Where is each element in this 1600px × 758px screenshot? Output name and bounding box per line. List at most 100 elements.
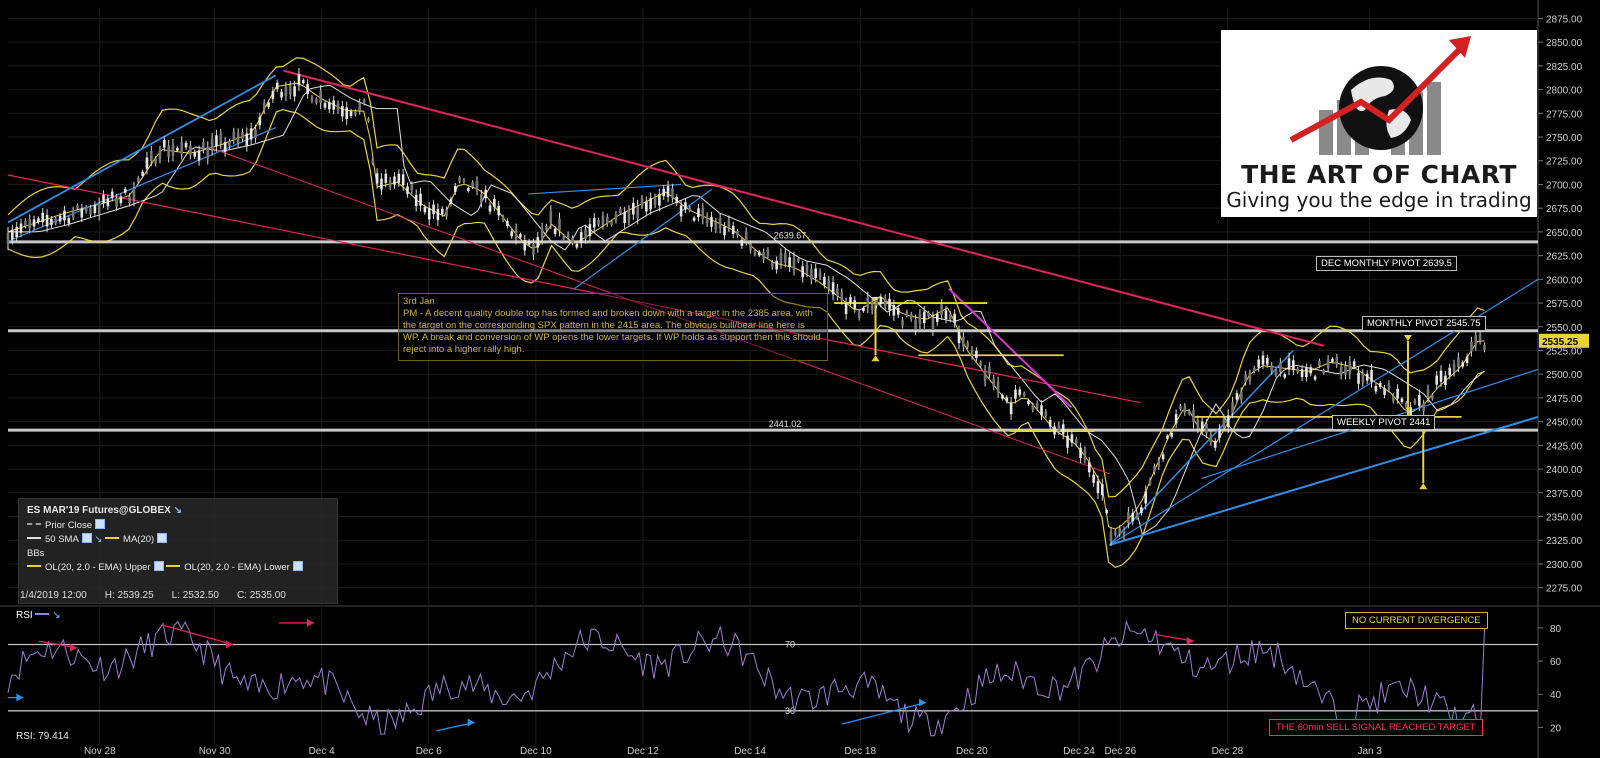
x-tick-label: Dec 6 xyxy=(416,746,443,757)
candle-body xyxy=(1452,363,1456,373)
candle-body xyxy=(315,99,318,103)
candle-body xyxy=(553,228,557,235)
candle-body xyxy=(992,378,996,387)
legend-prior-close[interactable]: Prior Close xyxy=(27,519,329,533)
sma50-line xyxy=(8,84,1485,536)
candle-body xyxy=(210,138,214,150)
candle-body xyxy=(905,311,909,316)
candle-body xyxy=(1166,435,1169,439)
candle-body xyxy=(1022,393,1026,396)
candle-body xyxy=(1439,370,1443,382)
trendline-blue xyxy=(7,74,277,224)
candle-body xyxy=(445,209,448,217)
y-tick-label: 2800.00 xyxy=(1546,86,1583,97)
expand-arrow-icon: ↘ xyxy=(94,534,103,545)
candle-body xyxy=(275,82,279,90)
candle-body xyxy=(1292,360,1295,371)
candle-body xyxy=(197,150,201,161)
candle-body xyxy=(1461,362,1465,367)
candle-body xyxy=(371,159,375,164)
y-tick-label: 2275.00 xyxy=(1546,584,1583,595)
candle-body xyxy=(128,196,131,204)
y-tick-label: 2725.00 xyxy=(1546,157,1583,168)
candle-body xyxy=(875,300,878,306)
x-tick-label: Dec 14 xyxy=(734,746,766,757)
candle-body xyxy=(1122,529,1126,537)
candle-body xyxy=(1326,359,1330,369)
candle-body xyxy=(766,249,770,256)
candle-body xyxy=(145,157,149,169)
prior-close-checkbox[interactable] xyxy=(95,519,105,529)
legend-sma[interactable]: 50 SMA ↘ MA(20) xyxy=(27,533,329,547)
candle-body xyxy=(219,133,223,144)
candle-body xyxy=(1127,512,1130,524)
y-tick-label: 2450.00 xyxy=(1546,418,1583,429)
candle-body xyxy=(892,304,896,316)
candle-body xyxy=(1031,404,1035,410)
candle-body xyxy=(414,194,418,207)
candle-body xyxy=(288,85,292,95)
candle-body xyxy=(940,304,943,315)
candle-body xyxy=(132,187,136,201)
candle-body xyxy=(223,142,227,152)
legend-bands[interactable]: OL(20, 2.0 - EMA) Upper OL(20, 2.0 - EMA… xyxy=(27,561,329,575)
ma-checkbox[interactable] xyxy=(157,533,168,543)
candle-body xyxy=(388,180,392,187)
candle-body xyxy=(970,349,974,357)
candle-body xyxy=(1361,373,1365,383)
candle-body xyxy=(601,216,605,225)
candle-body xyxy=(1305,368,1308,378)
candle-body xyxy=(228,141,231,147)
candle-body xyxy=(784,253,787,263)
candle-body xyxy=(627,210,631,221)
candle-body xyxy=(584,229,587,239)
current-price-label: 2535.25 xyxy=(1542,337,1579,348)
candle-body xyxy=(89,207,92,215)
y-tick-label: 2400.00 xyxy=(1546,465,1583,476)
candle-body xyxy=(614,214,618,221)
candle-body xyxy=(658,194,661,206)
candle-body xyxy=(818,271,822,278)
upper-band-checkbox[interactable] xyxy=(153,561,164,571)
candle-body xyxy=(423,207,427,213)
candle-body xyxy=(123,188,127,193)
y-tick-label: 2475.00 xyxy=(1546,394,1583,405)
chart-legend[interactable]: ES MAR'19 Futures@GLOBEX ↘ Prior Close 5… xyxy=(18,498,338,604)
candle-body xyxy=(727,219,731,228)
arrowhead xyxy=(871,297,880,304)
candle-body xyxy=(931,317,935,330)
candle-body xyxy=(1444,375,1447,385)
rsi-title[interactable]: RSI ↘ xyxy=(16,610,61,621)
candle-body xyxy=(523,240,527,251)
analysis-note: 3rd Jan PM - A decent quality double top… xyxy=(398,293,828,361)
candle-body xyxy=(110,191,114,199)
candle-body xyxy=(849,297,852,303)
candle-body xyxy=(1148,479,1152,484)
sma-checkbox[interactable] xyxy=(81,533,92,543)
candle-body xyxy=(245,133,249,146)
candle-body xyxy=(675,197,679,204)
candle-body xyxy=(1109,531,1113,542)
candle-body xyxy=(332,100,335,110)
y-tick-label: 2875.00 xyxy=(1546,14,1583,25)
candle-body xyxy=(1483,344,1486,350)
candle-body xyxy=(1087,462,1091,473)
legend-title: ES MAR'19 Futures@GLOBEX ↘ xyxy=(27,505,182,516)
candle-body xyxy=(914,319,917,330)
lower-band-checkbox[interactable] xyxy=(292,561,303,571)
candle-body xyxy=(510,231,514,237)
rsi-divergence-red xyxy=(160,623,234,646)
candle-body xyxy=(284,86,288,97)
candle-body xyxy=(1270,365,1273,372)
candle-body xyxy=(167,145,170,157)
candle-body xyxy=(988,366,991,375)
candles xyxy=(6,68,1486,546)
candle-body xyxy=(1357,372,1360,384)
logo: THE ART OF CHART Giving you the edge in … xyxy=(1221,30,1537,217)
candle-body xyxy=(588,224,592,237)
candle-body xyxy=(1170,432,1174,437)
candle-body xyxy=(653,197,657,205)
candle-body xyxy=(93,205,97,214)
y-tick-label: 2775.00 xyxy=(1546,109,1583,120)
candle-body xyxy=(953,313,956,324)
